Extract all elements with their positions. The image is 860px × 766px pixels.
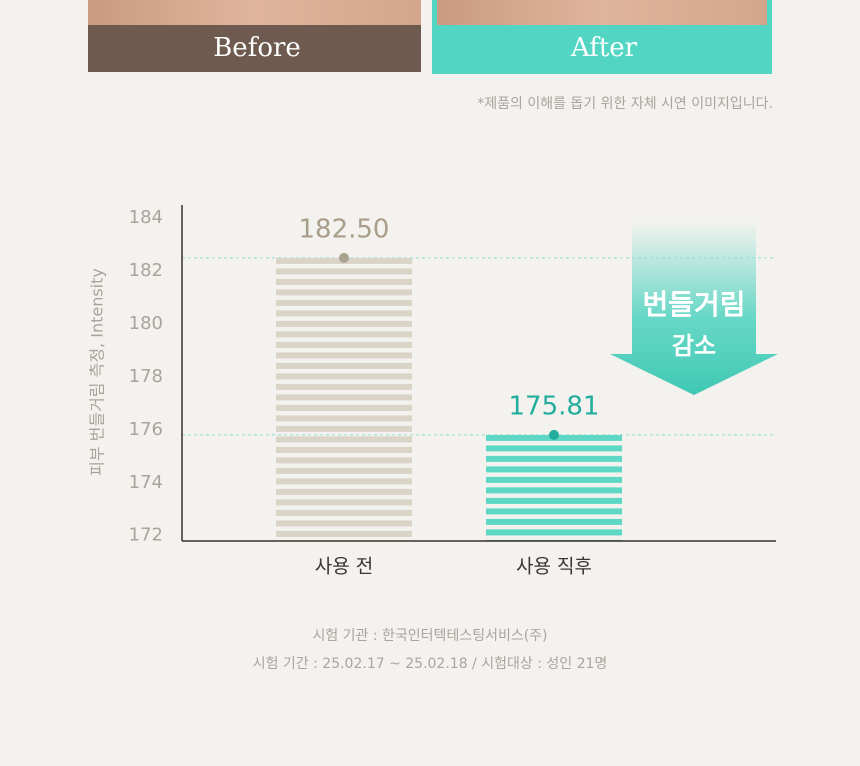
y-tick-label: 172	[129, 525, 163, 546]
y-tick-label: 176	[129, 419, 163, 440]
x-tick-label: 사용 직후	[516, 556, 592, 578]
footer-line: 시험 기관 : 한국인터텍테스팅서비스(주)	[312, 628, 547, 644]
note: *제품의 이해를 돕기 위한 자체 시연 이미지입니다.	[477, 96, 773, 112]
annotation: 번들거림	[642, 288, 745, 321]
decrease-arrow	[610, 222, 778, 395]
bar-dot	[339, 252, 349, 263]
value-label: 175.81	[509, 391, 600, 421]
y-tick-label: 180	[129, 313, 163, 334]
y-tick-label: 178	[129, 366, 163, 387]
bar	[276, 257, 412, 541]
bar-dot	[549, 429, 559, 440]
value-label: 182.50	[299, 214, 390, 244]
before-photo	[88, 0, 421, 25]
y-tick-label: 182	[129, 260, 163, 281]
before-bar	[88, 25, 421, 72]
plot: 172 174 176 178 180 182 184 182.50 사용 전 175.81 사용 …	[129, 207, 776, 578]
after-label: After	[570, 33, 638, 63]
x-tick-label: 사용 전	[315, 556, 373, 578]
y-tick-label: 174	[129, 472, 163, 493]
before-label: Before	[213, 33, 301, 63]
footer-line: 시험 기간 : 25.02.17 ~ 25.02.18 / 시험대상 : 성인 …	[253, 656, 608, 672]
y-axis-label: 피부 번들거림 측정, Intensity	[88, 268, 107, 476]
after-photo	[437, 0, 767, 25]
bar	[486, 434, 622, 541]
y-tick-label: 184	[129, 207, 163, 228]
annotation: 감소	[672, 332, 716, 360]
